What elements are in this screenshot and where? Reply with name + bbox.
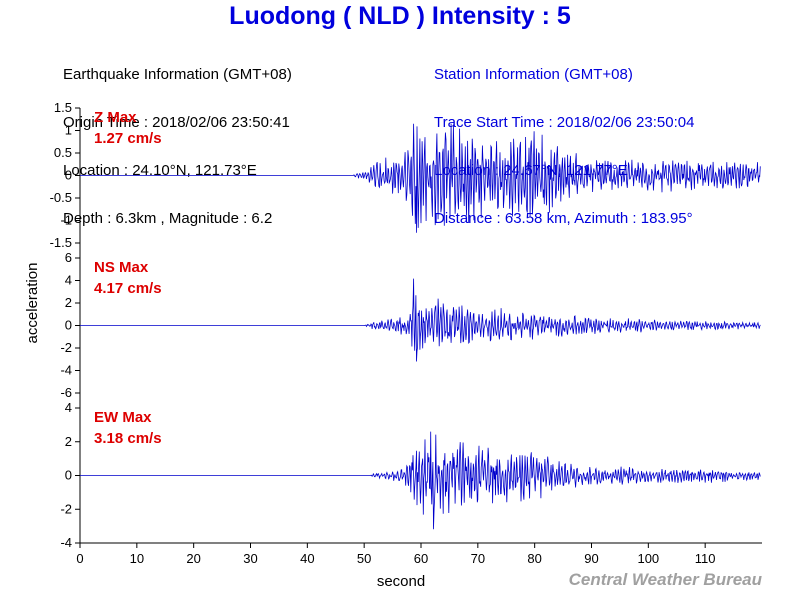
y-tick-label-ns: 6 <box>65 250 72 265</box>
y-tick-label-ns: -2 <box>60 340 72 355</box>
max-value-ns: 4.17 cm/s <box>94 280 162 297</box>
y-tick-label-ew: -4 <box>60 535 72 550</box>
x-tick-label: 80 <box>527 551 541 566</box>
max-value-z: 1.27 cm/s <box>94 130 162 147</box>
x-tick-label: 30 <box>243 551 257 566</box>
epicenter-location: Location : 24.10°N, 121.73°E <box>63 162 257 179</box>
max-label-z: Z Max <box>94 109 137 126</box>
x-axis-label: second <box>377 573 425 590</box>
depth-magnitude: Depth : 6.3km , Magnitude : 6.2 <box>63 210 273 227</box>
x-tick-label: 10 <box>130 551 144 566</box>
x-tick-label: 40 <box>300 551 314 566</box>
y-tick-label-z: 1.5 <box>54 100 72 115</box>
credit-label: Central Weather Bureau <box>568 570 762 589</box>
x-tick-label: 0 <box>76 551 83 566</box>
y-tick-label-z: -1.5 <box>50 235 72 250</box>
max-label-ns: NS Max <box>94 259 149 276</box>
y-tick-label-ew: 2 <box>65 434 72 449</box>
y-tick-label-z: -0.5 <box>50 190 72 205</box>
waveform-ns <box>80 278 761 362</box>
x-tick-label: 90 <box>584 551 598 566</box>
y-tick-label-ns: -4 <box>60 363 72 378</box>
y-tick-label-z: -1 <box>60 213 72 228</box>
chart-title: Luodong ( NLD ) Intensity : 5 <box>229 2 571 30</box>
max-label-ew: EW Max <box>94 409 152 426</box>
y-tick-label-z: 0.5 <box>54 145 72 160</box>
y-tick-label-z: 1 <box>65 123 72 138</box>
y-tick-label-ns: 2 <box>65 295 72 310</box>
waveform-z <box>80 123 761 233</box>
y-tick-label-ew: -2 <box>60 501 72 516</box>
x-tick-label: 50 <box>357 551 371 566</box>
x-tick-label: 20 <box>186 551 200 566</box>
waveform-ew <box>80 431 761 530</box>
origin-time: Origin Time : 2018/02/06 23:50:41 <box>63 114 290 131</box>
y-axis-label: acceleration <box>24 263 41 344</box>
x-tick-label: 110 <box>695 551 716 566</box>
station-heading: Station Information (GMT+08) <box>434 66 633 83</box>
x-tick-label: 100 <box>637 551 659 566</box>
trace-start-time: Trace Start Time : 2018/02/06 23:50:04 <box>434 114 695 131</box>
earthquake-info: Earthquake Information (GMT+08) Origin T… <box>63 35 292 243</box>
distance-azimuth: Distance : 63.58 km, Azimuth : 183.95° <box>434 210 693 227</box>
x-tick-label: 70 <box>471 551 485 566</box>
earthquake-heading: Earthquake Information (GMT+08) <box>63 66 292 83</box>
x-tick-label: 60 <box>414 551 428 566</box>
y-tick-label-ns: 4 <box>65 273 72 288</box>
max-value-ew: 3.18 cm/s <box>94 430 162 447</box>
y-tick-label-z: 0 <box>65 168 72 183</box>
y-tick-label-ns: 0 <box>65 318 72 333</box>
y-tick-label-ns: -6 <box>60 385 72 400</box>
y-tick-label-ew: 0 <box>65 468 72 483</box>
y-tick-label-ew: 4 <box>65 400 72 415</box>
